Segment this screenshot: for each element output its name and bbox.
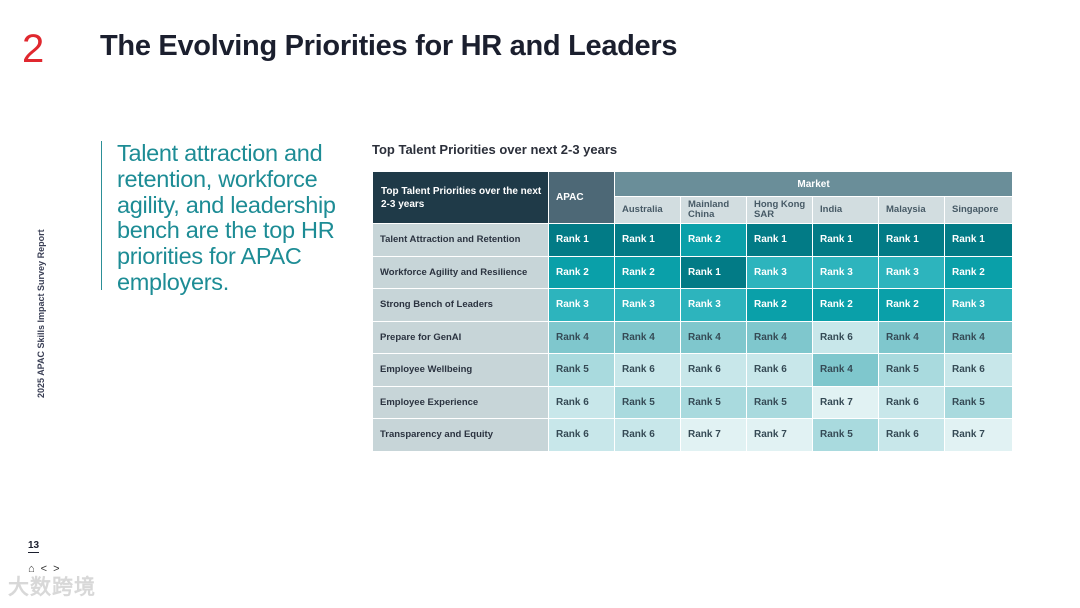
home-icon[interactable]: ⌂ [28, 563, 35, 575]
rank-cell: Rank 3 [943, 288, 1014, 322]
rank-cell: Rank 2 [878, 288, 945, 322]
rank-cell: Rank 5 [812, 418, 879, 452]
rank-cell: Rank 6 [614, 353, 681, 387]
table-row: Employee Experience Rank 6 Rank 5 Rank 5 Ran… [372, 385, 1014, 419]
rank-cell: Rank 5 [680, 385, 747, 419]
priority-label: Prepare for GenAI [372, 320, 549, 354]
page-number: 13 [28, 540, 40, 553]
rank-cell: Rank 6 [548, 418, 615, 452]
market-header-cell: Mainland China [680, 196, 747, 224]
rank-cell: Rank 2 [614, 255, 681, 289]
rank-cell: Rank 2 [548, 255, 615, 289]
rank-cell: Rank 3 [746, 255, 813, 289]
market-header-cell: Australia [614, 196, 681, 224]
priority-label: Strong Bench of Leaders [372, 288, 549, 322]
market-header-cell: Hong Kong SAR [746, 196, 813, 224]
rank-cell: Rank 5 [943, 385, 1014, 419]
rank-cell: Rank 6 [878, 385, 945, 419]
chevron-left-icon[interactable]: < [40, 563, 48, 575]
table-row: Employee Wellbeing Rank 5 Rank 6 Rank 6 Rank… [372, 353, 1014, 387]
report-side-label: 2025 APAC Skills Impact Survey Report [36, 229, 46, 398]
rank-cell: Rank 7 [680, 418, 747, 452]
rank-cell: Rank 6 [614, 418, 681, 452]
page-title: The Evolving Priorities for HR and Leade… [100, 30, 678, 62]
rank-cell: Rank 6 [812, 320, 879, 354]
rank-cell: Rank 3 [680, 288, 747, 322]
rank-cell: Rank 1 [614, 223, 681, 257]
rank-cell: Rank 4 [614, 320, 681, 354]
market-header-cell: India [812, 196, 879, 224]
table-row: Talent Attraction and Retention Rank 1 Ran… [372, 223, 1014, 257]
apac-header: APAC [548, 171, 615, 224]
rank-cell: Rank 6 [943, 353, 1014, 387]
rank-cell: Rank 1 [943, 223, 1014, 257]
rank-cell: Rank 1 [680, 255, 747, 289]
rank-cell: Rank 4 [878, 320, 945, 354]
rank-cell: Rank 3 [812, 255, 879, 289]
key-takeaway-text: Talent attraction and retention, workfor… [117, 140, 336, 295]
rank-cell: Rank 5 [746, 385, 813, 419]
rank-cell: Rank 3 [548, 288, 615, 322]
rank-cell: Rank 4 [943, 320, 1014, 354]
priority-label: Talent Attraction and Retention [372, 223, 549, 257]
priority-label: Employee Experience [372, 385, 549, 419]
rank-cell: Rank 4 [548, 320, 615, 354]
table-row: Transparency and Equity Rank 6 Rank 6 Rank … [372, 418, 1014, 452]
rank-cell: Rank 2 [812, 288, 879, 322]
rank-cell: Rank 1 [878, 223, 945, 257]
chevron-right-icon[interactable]: > [53, 563, 60, 575]
rank-cell: Rank 1 [548, 223, 615, 257]
rank-cell: Rank 2 [943, 255, 1014, 289]
rank-cell: Rank 7 [812, 385, 879, 419]
section-number: 2 [22, 27, 45, 71]
rank-cell: Rank 3 [614, 288, 681, 322]
watermark: 大数跨境 [8, 576, 96, 599]
table-title: Top Talent Priorities over next 2-3 year… [372, 142, 618, 157]
rank-cell: Rank 6 [746, 353, 813, 387]
rank-cell: Rank 6 [680, 353, 747, 387]
market-header-cell: Singapore [943, 196, 1014, 224]
corner-header: Top Talent Priorities over the next 2-3 … [372, 171, 549, 224]
rank-cell: Rank 7 [746, 418, 813, 452]
table-row: Strong Bench of Leaders Rank 3 Rank 3 Rank … [372, 288, 1014, 322]
market-header-cell: Malaysia [878, 196, 945, 224]
market-header: Market [613, 171, 1014, 197]
rank-cell: Rank 1 [812, 223, 879, 257]
table-row: Prepare for GenAI Rank 4 Rank 4 Rank 4 Rank … [372, 320, 1014, 354]
priority-label: Employee Wellbeing [372, 353, 549, 387]
priorities-table: Top Talent Priorities over the next 2-3 … [372, 171, 1014, 452]
rank-cell: Rank 5 [878, 353, 945, 387]
rank-cell: Rank 5 [548, 353, 615, 387]
priority-label: Workforce Agility and Resilience [372, 255, 549, 289]
slide-nav: ⌂ < > [28, 562, 60, 576]
table-row: Workforce Agility and Resilience Rank 2 Ra… [372, 255, 1014, 289]
rank-cell: Rank 2 [680, 223, 747, 257]
rank-cell: Rank 7 [943, 418, 1014, 452]
rank-cell: Rank 4 [680, 320, 747, 354]
rank-cell: Rank 5 [614, 385, 681, 419]
rank-cell: Rank 3 [878, 255, 945, 289]
rank-cell: Rank 4 [812, 353, 879, 387]
rank-cell: Rank 4 [746, 320, 813, 354]
rank-cell: Rank 6 [548, 385, 615, 419]
priority-label: Transparency and Equity [372, 418, 549, 452]
rank-cell: Rank 1 [746, 223, 813, 257]
key-takeaway: Talent attraction and retention, workfor… [101, 140, 357, 295]
rank-cell: Rank 2 [746, 288, 813, 322]
rank-cell: Rank 6 [878, 418, 945, 452]
